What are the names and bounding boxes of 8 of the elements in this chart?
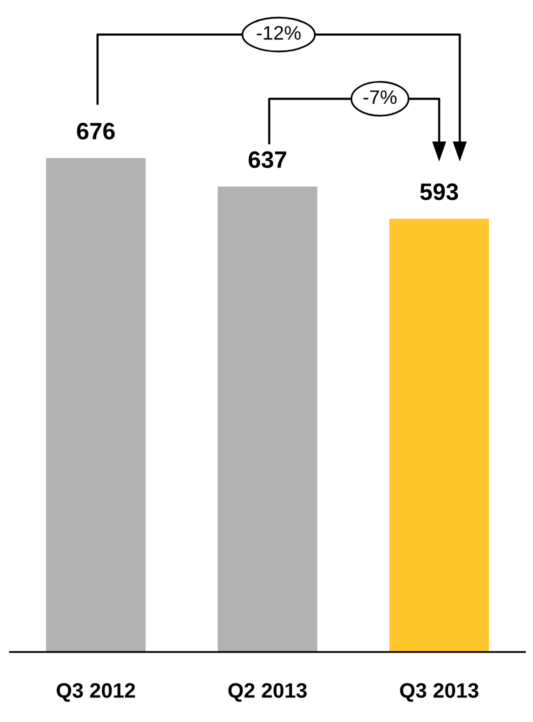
x-tick-label: Q3 2012 bbox=[56, 683, 135, 702]
data-label: 676 bbox=[77, 122, 115, 140]
text: -7% bbox=[364, 90, 397, 104]
x-tick-label: Q2 2013 bbox=[228, 683, 307, 702]
x-tick-label: Q3 2013 bbox=[400, 683, 478, 702]
data-label: 593 bbox=[420, 183, 458, 200]
text: -12% bbox=[256, 26, 301, 40]
data-label: 637 bbox=[248, 151, 286, 168]
